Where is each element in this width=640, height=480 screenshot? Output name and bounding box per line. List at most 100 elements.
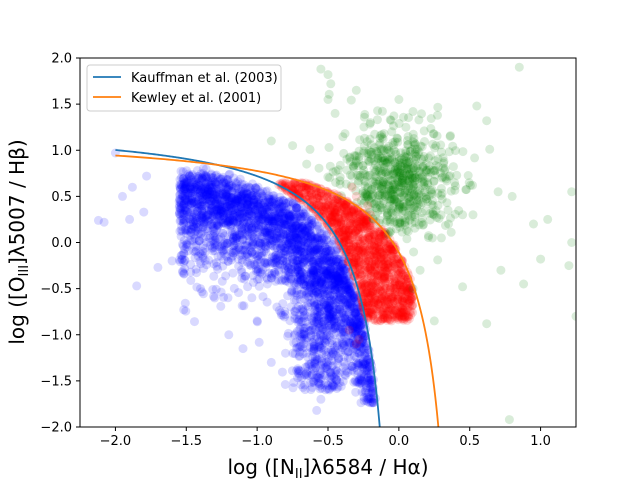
cloud-point-sf	[347, 297, 357, 306]
cloud-point-sf	[229, 216, 239, 225]
cloud-point-sf	[358, 359, 368, 369]
cloud-point-sf	[230, 195, 240, 205]
cloud-point-sf	[221, 178, 231, 188]
cloud-point-sf	[246, 242, 256, 252]
cloud-point-sf	[233, 190, 243, 200]
cloud-point-sf	[338, 294, 347, 304]
cloud-point-sf	[198, 196, 208, 206]
cloud-point-sf	[254, 281, 264, 291]
cloud-point-sf	[223, 235, 233, 245]
cloud-point-sf	[271, 199, 281, 209]
cloud-point-sf	[253, 197, 262, 207]
cloud-point-sf	[274, 239, 284, 248]
cloud-point-sf	[257, 205, 267, 215]
cloud-point-sf	[202, 260, 211, 270]
cloud-point-sf	[367, 383, 377, 393]
cloud-point-sf	[212, 194, 222, 204]
cloud-point-sf	[252, 216, 262, 226]
cloud-point-sf	[297, 222, 307, 232]
cloud-point-sf	[209, 271, 219, 281]
cloud-point-sf	[338, 363, 348, 373]
cloud-point-sf	[308, 238, 318, 248]
cloud-point-sf	[352, 359, 362, 369]
cloud-point-sf	[259, 225, 269, 235]
cloud-point-sf	[263, 214, 273, 224]
cloud-point-sf	[201, 214, 211, 224]
cloud-point-sf	[193, 171, 202, 181]
cloud-point-sf	[179, 269, 189, 279]
cloud-point-sf	[211, 184, 221, 194]
cloud-point-sf	[265, 214, 274, 224]
cloud-point-sf	[253, 214, 263, 224]
cloud-point-sf	[308, 266, 318, 276]
cloud-point-sf	[315, 242, 325, 252]
cloud-point-sf	[200, 191, 209, 201]
cloud-point-sf	[338, 327, 348, 337]
cloud-point-sf	[248, 238, 258, 248]
cloud-point-comp	[380, 281, 390, 291]
cloud-point-sf	[208, 221, 218, 231]
cloud-point-sf	[283, 204, 293, 214]
cloud-point-sf	[198, 251, 208, 261]
cloud-point-sf	[310, 278, 320, 287]
cloud-point-sf	[266, 257, 276, 267]
cloud-point-sf	[264, 193, 274, 203]
cloud-point-sf	[267, 197, 277, 207]
cloud-point-sf	[186, 188, 196, 197]
cloud-point-sf	[192, 192, 202, 202]
cloud-point-sf	[338, 313, 348, 323]
cloud-point-sf	[293, 252, 303, 262]
cloud-point-sf	[175, 209, 185, 219]
cloud-point-sf	[329, 307, 339, 317]
cloud-point-sf	[178, 174, 188, 184]
cloud-point-sf	[335, 302, 344, 312]
cloud-point-sf	[298, 223, 308, 233]
cloud-point-sf	[217, 190, 227, 199]
cloud-point-sf	[281, 230, 291, 240]
cloud-point-sf	[280, 276, 290, 286]
cloud-point-sf	[351, 377, 361, 387]
cloud-point-sf	[279, 211, 289, 221]
cloud-point-sf	[275, 192, 285, 202]
cloud-point-sf	[331, 257, 341, 267]
cloud-point-comp	[389, 252, 399, 262]
cloud-point-sf	[266, 215, 276, 224]
cloud-point-sf	[225, 200, 235, 209]
cloud-point-sf	[227, 247, 237, 257]
cloud-point-sf	[353, 324, 363, 334]
cloud-point-sf	[364, 358, 374, 368]
cloud-point-sf	[285, 316, 295, 326]
cloud-point-sf	[330, 281, 340, 290]
cloud-point-sf	[201, 179, 211, 189]
cloud-point-sf	[367, 387, 377, 397]
cloud-point-sf	[312, 260, 322, 270]
cloud-point-sf	[240, 229, 249, 239]
cloud-point-sf	[191, 264, 201, 274]
cloud-point-sf	[256, 204, 265, 214]
cloud-point-sf	[296, 261, 305, 271]
cloud-point-sf	[279, 216, 289, 226]
cloud-point-sf	[319, 295, 329, 305]
cloud-point-agn	[485, 144, 495, 154]
cloud-point-sf	[200, 214, 210, 224]
cloud-point-sf	[228, 248, 238, 258]
cloud-point-sf	[338, 275, 348, 285]
cloud-point-comp	[393, 315, 403, 325]
cloud-point-sf	[332, 309, 342, 319]
cloud-point-sf	[212, 187, 222, 197]
cloud-point-comp	[304, 191, 314, 201]
cloud-point-sf	[295, 223, 305, 233]
cloud-point-sf	[292, 256, 302, 266]
cloud-point-sf	[219, 199, 229, 209]
cloud-point-sf	[191, 211, 201, 221]
cloud-point-sf	[254, 199, 264, 209]
cloud-point-sf	[178, 239, 187, 249]
cloud-point-sf	[223, 293, 233, 303]
cloud-point-sf	[310, 234, 320, 244]
cloud-point-sf	[295, 244, 305, 254]
cloud-point-agn	[346, 95, 356, 105]
cloud-point-sf	[353, 377, 363, 387]
cloud-point-sf	[326, 271, 336, 281]
cloud-point-sf	[193, 224, 203, 234]
cloud-point-sf	[197, 210, 206, 220]
